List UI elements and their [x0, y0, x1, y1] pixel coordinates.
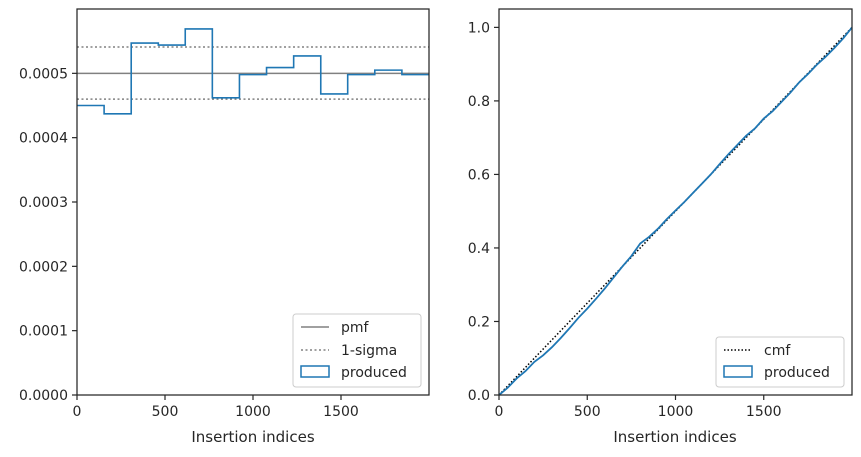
right-ytick-label: 1.0 [468, 20, 490, 36]
legend-produced-label-right: produced [764, 365, 830, 381]
legend-produced-label: produced [341, 365, 407, 381]
left-ytick-label: 0.0001 [19, 324, 68, 340]
right-ytick-label: 0.8 [468, 94, 490, 110]
legend-produced-swatch-right [723, 365, 753, 378]
right-legend: cmf produced [715, 336, 845, 388]
produced-step [77, 28, 429, 115]
pmf-panel: 0 500 1000 1500 0.0000 0.0001 0.0002 0.0003 0.00… [19, 8, 430, 446]
right-xtick-label: 0 [495, 404, 504, 420]
left-xtick-label: 1500 [323, 404, 359, 420]
legend-sigma-label: 1-sigma [341, 343, 397, 359]
left-xtick-label: 1000 [235, 404, 271, 420]
right-ytick-label: 0.2 [468, 314, 490, 330]
left-ytick-label: 0.0005 [19, 66, 68, 82]
left-ytick-label: 0.0000 [19, 388, 68, 404]
produced-cumulative [498, 26, 853, 396]
right-xtick-label: 1500 [746, 404, 782, 420]
left-legend: pmf 1-sigma produced [292, 313, 422, 388]
left-ytick-label: 0.0004 [19, 131, 68, 147]
legend-produced-swatch [300, 365, 330, 378]
left-xtick-label: 0 [73, 404, 82, 420]
right-xtick-label: 500 [574, 404, 601, 420]
right-xtick-label: 1000 [658, 404, 694, 420]
left-xtick-label: 500 [152, 404, 179, 420]
right-xlabel: Insertion indices [613, 428, 736, 446]
cmf-panel: 0 500 1000 1500 0.0 0.2 0.4 0.6 0.8 1.0 Insertion… [468, 8, 853, 446]
legend-cmf-label: cmf [764, 343, 791, 359]
left-ytick-label: 0.0002 [19, 259, 68, 275]
right-ytick-label: 0.0 [468, 388, 490, 404]
right-legend-box [715, 336, 845, 388]
legend-pmf-label: pmf [341, 320, 370, 336]
left-xlabel: Insertion indices [191, 428, 314, 446]
left-ytick-label: 0.0003 [19, 195, 68, 211]
right-ytick-label: 0.6 [468, 167, 490, 183]
right-ytick-label: 0.4 [468, 241, 490, 257]
left-legend-box [292, 313, 422, 388]
